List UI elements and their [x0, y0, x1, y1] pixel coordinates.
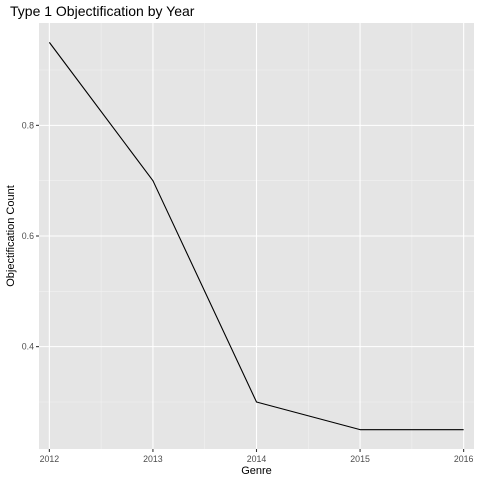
series-line-0 [48, 42, 464, 431]
x-tick-label: 2014 [247, 454, 267, 464]
y-tick-label: 0.4 [22, 342, 34, 352]
y-axis: 0.4 0.6 0.8 [22, 120, 39, 352]
x-tick-label: 2013 [143, 454, 163, 464]
x-tick-label: 2015 [350, 454, 370, 464]
y-tick-label: 0.6 [22, 231, 34, 241]
y-axis-title: Objectification Count [5, 185, 17, 287]
series-layer [48, 42, 464, 431]
x-axis: 2012 2013 2014 2015 2016 [40, 449, 474, 464]
chart-title: Type 1 Objectification by Year [10, 3, 195, 19]
y-tick-label: 0.8 [22, 120, 34, 130]
x-tick-label: 2012 [40, 454, 60, 464]
x-axis-title: Genre [241, 465, 272, 477]
x-tick-label: 2016 [454, 454, 474, 464]
